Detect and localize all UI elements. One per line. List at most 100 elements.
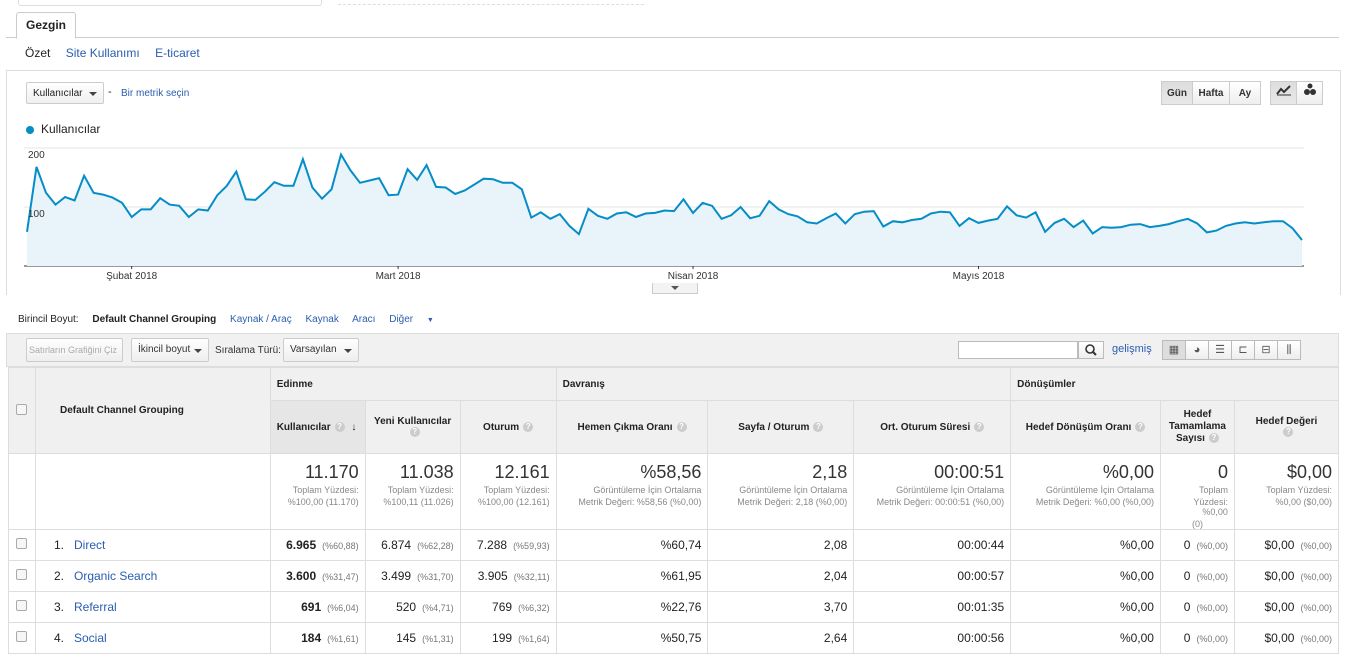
dimension-medium[interactable]: Aracı — [352, 314, 376, 325]
row-checkbox[interactable] — [16, 631, 28, 642]
advanced-filter-link[interactable]: gelişmiş — [1112, 343, 1152, 355]
total-completions-l2: Yüzdesi: %0,00 — [1193, 497, 1228, 517]
total-sessions-l1: Toplam Yüzdesi: — [483, 485, 550, 495]
help-icon[interactable]: ? — [1283, 427, 1294, 438]
row-pages: 2,04 — [707, 560, 855, 592]
row-channel-link[interactable]: Referral — [73, 600, 117, 614]
row-completions-value: 0 — [1183, 600, 1191, 614]
row-new-users: 3.499 (%31,70) — [364, 560, 461, 592]
granularity-week-button[interactable]: Hafta — [1192, 81, 1230, 105]
row-users: 184 (%1,61) — [269, 622, 366, 654]
dimension-column-header[interactable]: Default Channel Grouping — [34, 367, 271, 454]
column-goal-conversion-rate[interactable]: Hedef Dönüşüm Oranı? — [1010, 400, 1161, 454]
column-goal-value[interactable]: Hedef Değeri? — [1233, 400, 1340, 454]
row-value-pct: (%0,00) — [1300, 572, 1332, 582]
secondary-dimension-select[interactable]: İkincil boyut — [131, 338, 209, 362]
help-icon[interactable]: ? — [974, 421, 985, 432]
column-sessions[interactable]: Oturum? — [459, 400, 557, 454]
table-row[interactable]: 4. Social 184 (%1,61) 145 (%1,31) 199 (%1,64… — [8, 622, 1340, 654]
row-completions: 0 (%0,00) — [1159, 560, 1235, 592]
dimension-other-dropdown[interactable]: Diğer ▼ — [389, 314, 445, 325]
view-term-cloud-button[interactable]: ⊟ — [1254, 340, 1278, 360]
table-row[interactable]: 1. Direct 6.965 (%60,88) 6.874 (%62,28) 7.2… — [8, 529, 1340, 561]
help-icon[interactable]: ? — [523, 421, 534, 432]
column-bounce-rate[interactable]: Hemen Çıkma Oranı? — [555, 400, 709, 454]
dimension-source-medium[interactable]: Kaynak / Araç — [230, 314, 292, 325]
subtab-bar: Özet Site Kullanımı E-ticaret — [25, 46, 212, 60]
column-users[interactable]: Kullanıcılar? ↓ — [269, 400, 366, 454]
row-users-value: 6.965 — [286, 538, 317, 552]
row-checkbox[interactable] — [16, 600, 28, 611]
sort-desc-icon: ↓ — [351, 421, 357, 433]
date-range-box[interactable] — [18, 0, 322, 6]
row-new-users-value: 3.499 — [381, 569, 412, 583]
group-behavior: Davranış — [555, 367, 1012, 401]
sort-type-select[interactable]: Varsayılan — [283, 338, 359, 362]
row-checkbox-cell — [8, 622, 36, 654]
row-value-pct: (%0,00) — [1300, 603, 1332, 613]
view-performance-button[interactable]: ☰ — [1208, 340, 1232, 360]
column-pages-per-session[interactable]: Sayfa / Oturum? — [707, 400, 855, 454]
help-icon[interactable]: ? — [1135, 421, 1146, 432]
total-sessions: 12.161 Toplam Yüzdesi: %100,00 (12.161) — [459, 453, 557, 530]
column-goal-completions[interactable]: Hedef Tamamlama Sayısı? — [1159, 400, 1235, 454]
subtab-site-usage[interactable]: Site Kullanımı — [65, 46, 140, 60]
row-checkbox[interactable] — [16, 569, 28, 580]
plot-rows-button[interactable]: Satırların Grafiğini Çiz — [26, 338, 123, 362]
line-chart-button[interactable] — [1270, 81, 1297, 105]
pick-metric-link[interactable]: Bir metrik seçin — [121, 88, 190, 99]
row-completions-value: 0 — [1183, 538, 1191, 552]
help-icon[interactable]: ? — [334, 421, 345, 432]
total-new-users-value: 11.038 — [399, 462, 454, 482]
row-sessions: 199 (%1,64) — [459, 622, 557, 654]
view-data-table-button[interactable]: ▦ — [1162, 340, 1186, 360]
view-percentage-button[interactable]: ◕ — [1185, 340, 1209, 360]
total-pages-l1: Görüntüleme İçin Ortalama — [739, 485, 848, 495]
column-conv-label: Hedef Dönüşüm Oranı — [1025, 421, 1132, 433]
motion-chart-button[interactable] — [1296, 81, 1323, 105]
segment-placeholder[interactable] — [338, 0, 644, 5]
metric-select[interactable]: Kullanıcılar — [26, 82, 104, 104]
dimension-default-channel[interactable]: Default Channel Grouping — [92, 314, 217, 325]
table-row[interactable]: 3. Referral 691 (%6,04) 520 (%4,71) 769 (%6,… — [8, 591, 1340, 623]
subtab-summary[interactable]: Özet — [25, 46, 51, 60]
column-new-users[interactable]: Yeni Kullanıcılar? — [364, 400, 461, 454]
row-conv-rate: %0,00 — [1010, 591, 1161, 623]
table-row[interactable]: 2. Organic Search 3.600 (%31,47) 3.499 (%31… — [8, 560, 1340, 592]
row-users-value: 184 — [301, 631, 322, 645]
tab-explorer[interactable]: Gezgin — [16, 12, 77, 39]
total-users-l1: Toplam Yüzdesi: — [292, 485, 359, 495]
help-icon[interactable]: ? — [1208, 433, 1219, 444]
help-icon[interactable]: ? — [409, 427, 420, 438]
granularity-day-button[interactable]: Gün — [1161, 81, 1193, 105]
group-acquisition: Edinme — [269, 367, 557, 401]
select-all-checkbox[interactable] — [16, 403, 28, 415]
row-checkbox[interactable] — [16, 538, 28, 549]
total-duration-l2: Metrik Değeri: 00:00:51 (%0,00) — [876, 497, 1005, 507]
column-avg-session-duration[interactable]: Ort. Oturum Süresi? — [853, 400, 1012, 454]
row-duration: 00:00:44 — [853, 529, 1012, 561]
chevron-down-icon: ▼ — [426, 317, 434, 324]
pie-icon: ◕ — [1193, 344, 1201, 356]
row-channel-link[interactable]: Organic Search — [73, 569, 158, 583]
help-icon[interactable]: ? — [813, 421, 824, 432]
search-button[interactable] — [1078, 341, 1104, 359]
dimension-source[interactable]: Kaynak — [305, 314, 339, 325]
granularity-month-button[interactable]: Ay — [1229, 81, 1261, 105]
row-index: 1. — [53, 538, 64, 552]
row-new-users: 520 (%4,71) — [364, 591, 461, 623]
row-value-pct: (%0,00) — [1300, 634, 1332, 644]
help-icon[interactable]: ? — [676, 421, 687, 432]
table-search-input[interactable] — [958, 341, 1078, 359]
row-channel-link[interactable]: Direct — [73, 538, 106, 552]
total-duration-l1: Görüntüleme İçin Ortalama — [896, 485, 1005, 495]
table-toolbar — [6, 333, 1339, 367]
row-channel-link[interactable]: Social — [73, 631, 107, 645]
collapse-chart-handle[interactable] — [652, 283, 698, 294]
chevron-down-icon — [344, 349, 352, 353]
subtab-ecommerce[interactable]: E-ticaret — [155, 46, 200, 60]
view-comparison-button[interactable]: ⊏ — [1231, 340, 1255, 360]
view-pivot-button[interactable]: ⫼ — [1277, 340, 1301, 360]
total-pages-value: 2,18 — [812, 462, 848, 482]
total-completions: 0 Toplam Yüzdesi: %0,00 (0) — [1159, 453, 1235, 530]
